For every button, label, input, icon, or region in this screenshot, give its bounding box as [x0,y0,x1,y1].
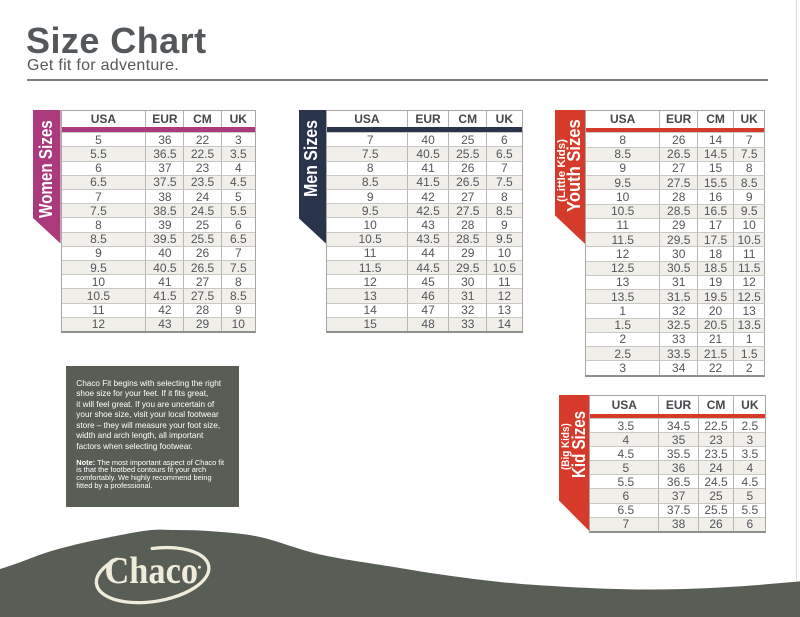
svg-text:Chaco: Chaco [105,550,199,592]
